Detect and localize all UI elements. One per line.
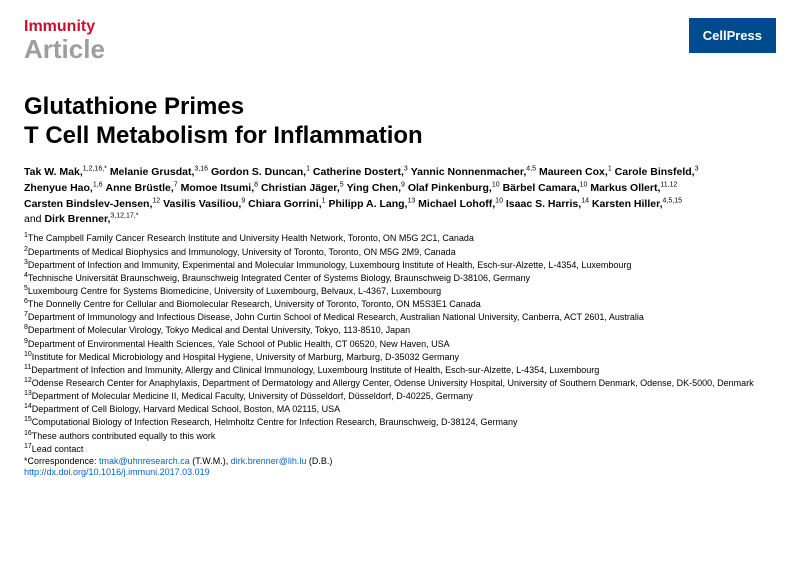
- author: Catherine Dostert,3: [313, 166, 408, 178]
- author: Yannic Nonnenmacher,4,5: [411, 166, 536, 178]
- article-title: Glutathione Primes T Cell Metabolism for…: [24, 93, 776, 151]
- correspondence-email-1[interactable]: tmak@uhnresearch.ca: [99, 456, 190, 466]
- affiliation: 3Department of Infection and Immunity, E…: [24, 258, 776, 271]
- correspondence-paren-2: (D.B.): [306, 456, 332, 466]
- affiliation: 2Departments of Medical Biophysics and I…: [24, 245, 776, 258]
- correspondence: *Correspondence: tmak@uhnresearch.ca (T.…: [24, 456, 776, 466]
- affiliation: 6The Donnelly Centre for Cellular and Bi…: [24, 297, 776, 310]
- author-list: Tak W. Mak,1,2,16,* Melanie Grusdat,3,16…: [24, 165, 776, 228]
- author: Melanie Grusdat,3,16: [110, 166, 208, 178]
- author: Christian Jäger,5: [261, 182, 344, 194]
- affiliation: 16These authors contributed equally to t…: [24, 429, 776, 442]
- affiliation: 5Luxembourg Centre for Systems Biomedici…: [24, 284, 776, 297]
- author: Ying Chen,9: [347, 182, 405, 194]
- publisher-badge: CellPress: [689, 18, 776, 53]
- author: Philipp A. Lang,13: [329, 198, 416, 210]
- author: Tak W. Mak,1,2,16,*: [24, 166, 107, 178]
- author: Olaf Pinkenburg,10: [408, 182, 500, 194]
- author: Momoe Itsumi,8: [181, 182, 258, 194]
- author: Vasilis Vasiliou,9: [163, 198, 245, 210]
- affiliation: 7Department of Immunology and Infectious…: [24, 310, 776, 323]
- correspondence-label: *Correspondence:: [24, 456, 99, 466]
- journal-block: Immunity Article: [24, 18, 105, 65]
- author: Isaac S. Harris,14: [506, 198, 589, 210]
- author: Anne Brüstle,7: [106, 182, 178, 194]
- article-type: Article: [24, 34, 105, 65]
- title-line1: Glutathione Primes: [24, 93, 244, 120]
- affiliation: 1The Campbell Family Cancer Research Ins…: [24, 231, 776, 244]
- author: Gordon S. Duncan,1: [211, 166, 310, 178]
- author: Zhenyue Hao,1,6: [24, 182, 103, 194]
- affiliation: 14Department of Cell Biology, Harvard Me…: [24, 402, 776, 415]
- title-line2: T Cell Metabolism for Inflammation: [24, 122, 423, 149]
- doi: http://dx.doi.org/10.1016/j.immuni.2017.…: [24, 467, 776, 477]
- affiliation: 17Lead contact: [24, 442, 776, 455]
- author: Markus Ollert,11,12: [590, 182, 677, 194]
- affiliation: 4Technische Universität Braunschweig, Br…: [24, 271, 776, 284]
- affiliation-list: 1The Campbell Family Cancer Research Ins…: [24, 231, 776, 454]
- author: Carole Binsfeld,3: [615, 166, 699, 178]
- author: Karsten Hiller,4,5,15: [592, 198, 682, 210]
- affiliation: 9Department of Environmental Health Scie…: [24, 337, 776, 350]
- author: Chiara Gorrini,1: [248, 198, 325, 210]
- author: and Dirk Brenner,3,12,17,*: [24, 213, 138, 225]
- affiliation: 15Computational Biology of Infection Res…: [24, 415, 776, 428]
- header: Immunity Article CellPress: [24, 18, 776, 65]
- author: Maureen Cox,1: [539, 166, 612, 178]
- affiliation: 12Odense Research Center for Anaphylaxis…: [24, 376, 776, 389]
- affiliation: 8Department of Molecular Virology, Tokyo…: [24, 323, 776, 336]
- author: Bärbel Camara,10: [503, 182, 588, 194]
- affiliation: 13Department of Molecular Medicine II, M…: [24, 389, 776, 402]
- author: Carsten Bindslev-Jensen,12: [24, 198, 160, 210]
- author: Michael Lohoff,10: [418, 198, 503, 210]
- doi-link[interactable]: http://dx.doi.org/10.1016/j.immuni.2017.…: [24, 467, 210, 477]
- affiliation: 11Department of Infection and Immunity, …: [24, 363, 776, 376]
- correspondence-paren-1: (T.W.M.),: [190, 456, 231, 466]
- correspondence-email-2[interactable]: dirk.brenner@lih.lu: [231, 456, 307, 466]
- affiliation: 10Institute for Medical Microbiology and…: [24, 350, 776, 363]
